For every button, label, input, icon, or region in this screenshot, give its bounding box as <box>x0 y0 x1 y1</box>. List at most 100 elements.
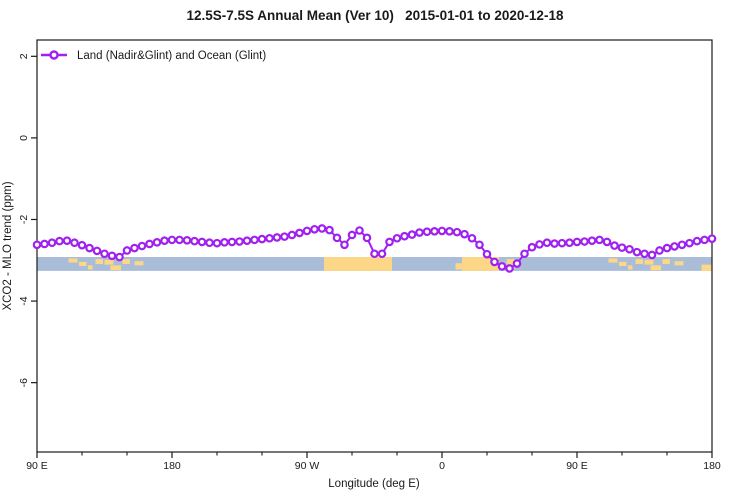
data-point-marker <box>490 257 499 267</box>
data-point-marker <box>392 233 402 243</box>
data-point-marker <box>422 227 432 237</box>
land-patch-africa <box>461 257 499 271</box>
data-point-marker <box>362 233 372 243</box>
data-point-marker <box>227 237 237 247</box>
data-point-marker <box>280 232 289 241</box>
x-tick-label: 180 <box>703 460 721 472</box>
data-point-marker <box>167 235 177 245</box>
chart-title: 12.5S-7.5S Annual Mean (Ver 10) 2015-01-… <box>186 8 564 23</box>
legend: Land (Nadir&Glint) and Ocean (Glint) <box>41 50 266 62</box>
land-patch-new-guinea-south <box>104 259 114 265</box>
data-point-marker <box>152 238 162 247</box>
data-point-marker <box>587 236 597 245</box>
data-point-marker <box>235 237 244 246</box>
land-patch-timor-2 <box>628 265 633 270</box>
land-patch-png-east <box>122 259 130 264</box>
data-series <box>32 224 717 273</box>
land-patch-flores-2 <box>619 261 627 267</box>
data-point-marker <box>197 237 207 247</box>
land-patch-africa-west-edge <box>455 263 462 270</box>
data-point-marker <box>370 249 379 259</box>
land-patch-south-america <box>323 257 393 271</box>
data-point-marker <box>415 228 424 237</box>
data-point-marker <box>32 240 42 250</box>
data-point-marker <box>482 249 492 259</box>
data-point-marker <box>302 226 312 236</box>
data-point-marker <box>595 235 604 245</box>
data-point-marker <box>542 238 552 248</box>
data-point-marker <box>505 264 514 273</box>
data-point-marker <box>347 230 357 240</box>
data-point-marker <box>175 235 184 245</box>
data-point-marker <box>220 238 229 247</box>
data-point-marker <box>602 237 612 247</box>
data-point-marker <box>385 237 394 247</box>
land-patch-flores <box>79 261 87 267</box>
legend-label: Land (Nadir&Glint) and Ocean (Glint) <box>77 50 266 62</box>
land-patch-solomons-2 <box>674 261 684 266</box>
data-point-marker <box>340 240 349 250</box>
data-point-marker <box>332 233 342 243</box>
data-point-marker <box>190 236 199 246</box>
data-point-marker <box>677 240 687 250</box>
data-point-marker <box>437 226 447 236</box>
data-point-marker <box>662 243 672 253</box>
data-point-marker <box>617 243 627 252</box>
data-point-marker <box>430 227 439 236</box>
data-point-marker <box>62 236 72 245</box>
land-patch-png-east-2 <box>662 259 670 264</box>
y-tick-label: 0 <box>18 135 30 141</box>
data-point-marker <box>580 237 589 246</box>
data-point-marker <box>632 247 642 257</box>
data-point-marker <box>40 239 49 249</box>
data-point-marker <box>92 246 102 256</box>
data-point-marker <box>242 236 252 245</box>
data-point-marker <box>100 249 109 259</box>
data-point-marker <box>137 241 147 251</box>
data-point-marker <box>182 235 192 245</box>
legend-marker-icon <box>49 50 59 60</box>
data-point-marker <box>47 238 57 248</box>
data-point-marker <box>647 250 657 260</box>
data-point-marker <box>377 249 387 259</box>
land-patch-north-australia-2 <box>650 265 661 271</box>
y-axis: 2 0 -2 -4 -6 <box>18 53 37 387</box>
data-point-marker <box>655 246 664 255</box>
data-point-marker <box>707 234 717 243</box>
data-point-marker <box>355 226 364 235</box>
data-point-marker <box>512 259 522 268</box>
land-patch-solomons <box>134 261 144 266</box>
data-point-marker <box>122 246 132 255</box>
data-point-marker <box>85 243 94 253</box>
data-point-marker <box>310 224 319 234</box>
x-tick-label: 0 <box>439 460 445 472</box>
data-point-marker <box>265 233 274 243</box>
data-point-marker <box>325 225 334 235</box>
y-axis-title: XCO2 - MLO trend (ppm) <box>2 181 14 310</box>
data-point-marker <box>107 251 117 261</box>
data-point-marker <box>527 242 537 252</box>
y-tick-label: -2 <box>18 215 30 224</box>
land-patch-java-2 <box>608 258 618 263</box>
land-patch-north-australia <box>110 265 121 271</box>
data-point-marker <box>445 227 454 236</box>
data-point-marker <box>557 238 567 248</box>
data-point-marker <box>257 234 267 244</box>
data-point-marker <box>610 241 619 250</box>
y-tick-label: -6 <box>18 378 30 387</box>
data-point-marker <box>475 240 484 250</box>
land-patch-new-guinea-south-2 <box>644 259 654 265</box>
x-tick-label: 90 E <box>566 460 588 472</box>
data-point-marker <box>685 238 694 248</box>
data-point-marker <box>565 238 574 248</box>
data-point-marker <box>550 239 559 248</box>
x-axis: 90 E 180 90 W 0 90 E 180 <box>26 452 721 472</box>
data-point-marker <box>452 227 462 237</box>
data-point-marker <box>700 235 709 245</box>
data-point-marker <box>520 249 529 259</box>
x-axis-title: Longitude (deg E) <box>328 478 420 490</box>
land-patch-madagascar <box>506 259 515 269</box>
data-point-marker <box>692 236 702 246</box>
land-patch-banda-islands <box>95 259 103 264</box>
